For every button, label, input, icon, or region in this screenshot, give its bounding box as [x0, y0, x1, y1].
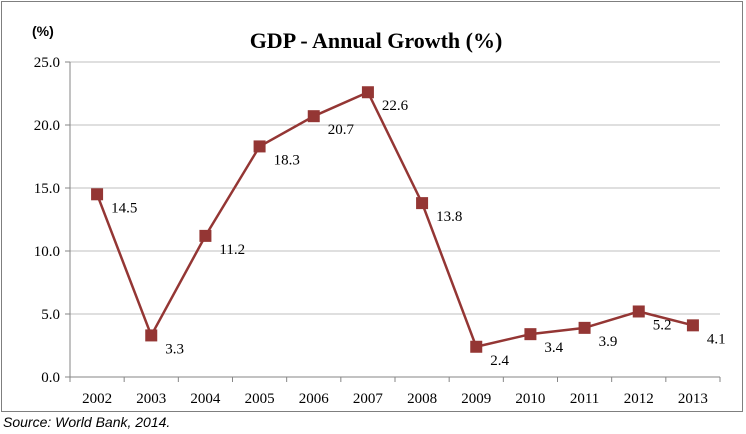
y-tick-label: 0.0	[41, 370, 60, 386]
axes	[65, 61, 721, 382]
data-label: 14.5	[111, 200, 137, 216]
x-tick-label: 2012	[624, 391, 654, 407]
y-tick-labels: 0.0 5.0 10.0 15.0 20.0 25.0	[34, 55, 60, 386]
data-point	[199, 229, 212, 242]
data-point	[578, 321, 591, 334]
data-label: 11.2	[219, 242, 245, 258]
gridlines	[70, 61, 720, 315]
x-tick-label: 2004	[190, 391, 221, 407]
x-tick-label: 2002	[82, 391, 112, 407]
data-label: 20.7	[328, 122, 355, 138]
x-tick-label: 2013	[678, 391, 708, 407]
chart-frame: (%) GDP - Annual Growth (%) 0.0 5.0 10.0 15…	[1, 1, 743, 412]
y-tick-label: 25.0	[34, 55, 60, 71]
series-line	[95, 90, 694, 349]
data-point	[253, 140, 266, 153]
data-point	[145, 329, 158, 342]
data-label: 4.1	[707, 331, 726, 347]
y-tick-label: 5.0	[41, 307, 60, 323]
data-label: 3.9	[599, 334, 618, 350]
y-unit-label: (%)	[32, 23, 54, 39]
data-point	[361, 86, 374, 99]
x-tick-label: 2008	[407, 391, 437, 407]
data-label: 3.3	[165, 341, 184, 357]
data-label: 3.4	[544, 340, 563, 356]
data-label: 18.3	[274, 152, 300, 168]
x-tick-label: 2005	[245, 391, 275, 407]
x-tick-label: 2006	[299, 391, 330, 407]
y-tick-label: 15.0	[34, 181, 60, 197]
data-point	[470, 340, 483, 353]
x-tick-label: 2010	[515, 391, 545, 407]
x-tick-label: 2011	[570, 391, 599, 407]
source-note: Source: World Bank, 2014.	[3, 414, 171, 430]
data-point	[686, 319, 699, 332]
data-point	[524, 328, 537, 341]
data-label: 22.6	[382, 98, 409, 114]
x-tick-label: 2003	[136, 391, 166, 407]
data-labels: 14.5 3.3 11.2 18.3 20.7 22.6 13.8 2.4 3.4 3.9 5.2 4…	[111, 98, 726, 369]
data-point	[416, 197, 429, 210]
data-point	[307, 110, 320, 123]
y-tick-label: 10.0	[34, 244, 60, 260]
data-point	[91, 188, 104, 201]
data-label: 5.2	[653, 317, 672, 333]
data-label: 2.4	[490, 353, 509, 369]
series-gdp-growth	[91, 86, 699, 353]
data-label: 13.8	[436, 209, 462, 225]
y-tick-label: 20.0	[34, 118, 60, 134]
line-chart: (%) GDP - Annual Growth (%) 0.0 5.0 10.0 15…	[32, 23, 726, 407]
x-tick-labels: 2002 2003 2004 2005 2006 2007 2008 2009 2010 2011…	[82, 391, 708, 407]
x-tick-label: 2009	[461, 391, 491, 407]
x-tick-label: 2007	[353, 391, 384, 407]
chart-title: GDP - Annual Growth (%)	[250, 28, 503, 53]
data-point	[632, 305, 645, 318]
